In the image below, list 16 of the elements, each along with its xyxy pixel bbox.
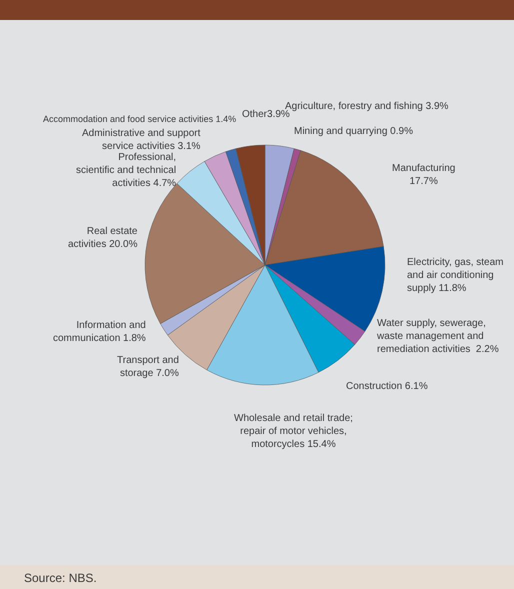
slice-label: Accommodation and food service activities 1.4% xyxy=(43,114,236,124)
slice-label: Information and communication 1.8% xyxy=(53,320,146,344)
slice-label: Electricity, gas, steam and air conditioning supply 11.8% xyxy=(407,257,504,294)
slice-label: Manufacturing xyxy=(392,163,456,174)
slice-label: Administrative and support service activities 3.1% xyxy=(82,128,201,152)
source-note: Source: NBS. xyxy=(24,571,97,585)
slice-label: Wholesale and retail trade; repair of motor vehicles, motorcycles 15.4% xyxy=(234,413,353,450)
slice-label: Professional, scientific and technical activities 4.7% xyxy=(76,152,176,189)
slice-label: Other3.9% xyxy=(242,109,290,120)
slice-label: Agriculture, forestry and fishing 3.9% xyxy=(285,101,449,112)
slice-label: Real estate activities 20.0% xyxy=(68,226,138,250)
slice-label: Water supply, sewerage, waste management and remediation activities 2.2% xyxy=(376,318,499,355)
data-label: 17.7% xyxy=(410,176,438,187)
slice-label: Mining and quarrying 0.9% xyxy=(294,126,414,137)
slice-label: Construction 6.1% xyxy=(346,381,428,392)
slice-label: Transport and storage 7.0% xyxy=(117,355,179,379)
